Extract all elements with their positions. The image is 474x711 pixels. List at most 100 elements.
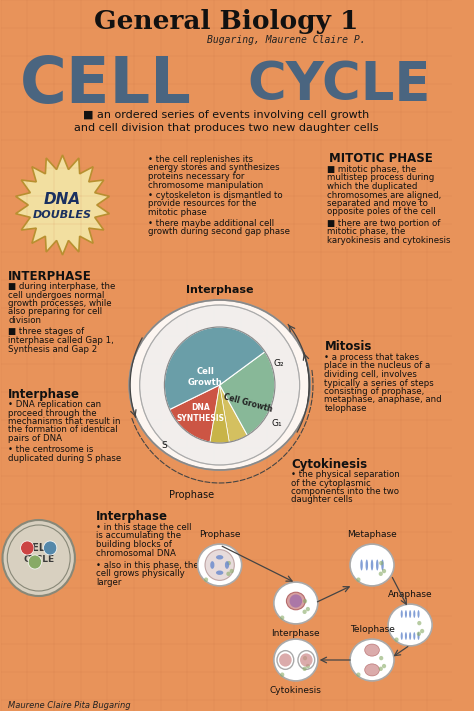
Ellipse shape xyxy=(401,632,403,640)
Circle shape xyxy=(164,327,275,443)
Ellipse shape xyxy=(381,560,384,570)
Circle shape xyxy=(417,621,421,625)
Text: telophase: telophase xyxy=(324,404,367,413)
Circle shape xyxy=(379,572,383,576)
Wedge shape xyxy=(219,352,275,435)
Circle shape xyxy=(382,569,386,573)
Text: energy stores and synthesizes: energy stores and synthesizes xyxy=(148,164,280,173)
Text: growth processes, while: growth processes, while xyxy=(8,299,112,308)
Text: division: division xyxy=(8,316,41,325)
Text: building blocks of: building blocks of xyxy=(96,540,172,549)
Text: components into the two: components into the two xyxy=(291,487,399,496)
Text: • a process that takes: • a process that takes xyxy=(324,353,419,362)
Wedge shape xyxy=(210,385,229,443)
Text: interphase called Gap 1,: interphase called Gap 1, xyxy=(8,336,114,345)
Text: CELL: CELL xyxy=(26,543,52,553)
Text: Cell
Growth: Cell Growth xyxy=(188,368,223,387)
Text: and cell division that produces two new daughter cells: and cell division that produces two new … xyxy=(74,123,379,133)
Ellipse shape xyxy=(286,592,305,610)
Text: ■ mitotic phase, the: ■ mitotic phase, the xyxy=(327,165,417,174)
Text: karyokinesis and cytokinesis: karyokinesis and cytokinesis xyxy=(327,236,451,245)
Text: provide resources for the: provide resources for the xyxy=(148,200,257,208)
Text: the formation of identical: the formation of identical xyxy=(8,425,118,434)
Wedge shape xyxy=(219,385,247,442)
Text: ■ three stages of: ■ three stages of xyxy=(8,328,84,336)
Circle shape xyxy=(280,616,284,620)
Text: mitotic phase, the: mitotic phase, the xyxy=(327,228,406,237)
Text: duplicated during S phase: duplicated during S phase xyxy=(8,454,121,463)
Text: CYCLE: CYCLE xyxy=(247,59,430,111)
Ellipse shape xyxy=(198,544,242,586)
Text: Cytokinesis: Cytokinesis xyxy=(291,458,367,471)
Text: MITOTIC PHASE: MITOTIC PHASE xyxy=(329,152,433,165)
Text: ■ an ordered series of events involving cell growth: ■ an ordered series of events involving … xyxy=(83,110,369,120)
Ellipse shape xyxy=(365,560,368,570)
Circle shape xyxy=(229,569,234,573)
Circle shape xyxy=(306,607,310,611)
Text: dividing cell, involves: dividing cell, involves xyxy=(324,370,417,379)
Text: chromosomes are aligned,: chromosomes are aligned, xyxy=(327,191,441,200)
Circle shape xyxy=(226,572,230,576)
Text: DNA
SYNTHESIS: DNA SYNTHESIS xyxy=(177,403,225,423)
Ellipse shape xyxy=(365,664,379,676)
Text: • the physical separation: • the physical separation xyxy=(291,470,400,479)
Text: is accumulating the: is accumulating the xyxy=(96,532,181,540)
Text: • the centrosome is: • the centrosome is xyxy=(8,446,94,454)
Ellipse shape xyxy=(418,610,419,618)
Text: chromosomal DNA: chromosomal DNA xyxy=(96,548,176,557)
Text: Prophase: Prophase xyxy=(199,530,240,539)
Text: Cell Growth: Cell Growth xyxy=(223,392,273,414)
Circle shape xyxy=(280,673,284,677)
Text: metaphase, anaphase, and: metaphase, anaphase, and xyxy=(324,395,442,405)
Ellipse shape xyxy=(277,651,294,669)
Circle shape xyxy=(2,520,75,596)
Text: Maurene Claire Pita Bugaring: Maurene Claire Pita Bugaring xyxy=(8,700,131,710)
Circle shape xyxy=(227,561,231,565)
Text: Prophase: Prophase xyxy=(169,490,214,500)
Ellipse shape xyxy=(216,555,223,560)
Text: Metaphase: Metaphase xyxy=(347,530,397,539)
Circle shape xyxy=(300,653,313,667)
Circle shape xyxy=(394,638,399,642)
Ellipse shape xyxy=(129,300,310,470)
Text: Synthesis and Gap 2: Synthesis and Gap 2 xyxy=(8,345,98,353)
Circle shape xyxy=(303,656,307,661)
Text: consisting of prophase,: consisting of prophase, xyxy=(324,387,425,396)
Text: Bugaring, Maurene Claire P.: Bugaring, Maurene Claire P. xyxy=(207,35,365,45)
Ellipse shape xyxy=(350,544,394,586)
Text: CYCLE: CYCLE xyxy=(23,555,55,565)
Text: • also in this phase, the: • also in this phase, the xyxy=(96,561,199,570)
Text: DOUBLES: DOUBLES xyxy=(33,210,92,220)
Circle shape xyxy=(379,667,383,671)
Text: proteins necessary for: proteins necessary for xyxy=(148,172,245,181)
Ellipse shape xyxy=(413,610,415,618)
Text: mechanisms that result in: mechanisms that result in xyxy=(8,417,121,426)
Text: cell grows physically: cell grows physically xyxy=(96,570,184,579)
Ellipse shape xyxy=(376,560,379,570)
Circle shape xyxy=(356,577,361,582)
Ellipse shape xyxy=(418,632,419,640)
Circle shape xyxy=(279,653,292,667)
Ellipse shape xyxy=(140,305,300,465)
Text: Interphase: Interphase xyxy=(272,629,320,638)
Text: G₂: G₂ xyxy=(273,358,284,368)
Text: typically a series of steps: typically a series of steps xyxy=(324,378,434,387)
Text: • there maybe additional cell: • there maybe additional cell xyxy=(148,218,274,228)
Text: place in the nucleus of a: place in the nucleus of a xyxy=(324,361,431,370)
Text: Interphase: Interphase xyxy=(186,285,254,295)
Circle shape xyxy=(205,550,234,580)
Text: daughter cells: daughter cells xyxy=(291,496,353,505)
Circle shape xyxy=(306,664,310,668)
Text: INTERPHASE: INTERPHASE xyxy=(8,270,92,283)
Text: also preparing for cell: also preparing for cell xyxy=(8,307,102,316)
Text: CELL: CELL xyxy=(19,54,191,116)
Text: Telophase: Telophase xyxy=(350,625,394,634)
Ellipse shape xyxy=(409,632,411,640)
Ellipse shape xyxy=(413,632,415,640)
Text: ■ there are two portion of: ■ there are two portion of xyxy=(327,219,441,228)
Text: General Biology 1: General Biology 1 xyxy=(94,9,358,35)
Text: S: S xyxy=(162,441,167,449)
Ellipse shape xyxy=(371,560,374,570)
Text: which the duplicated: which the duplicated xyxy=(327,182,418,191)
Circle shape xyxy=(302,667,307,671)
